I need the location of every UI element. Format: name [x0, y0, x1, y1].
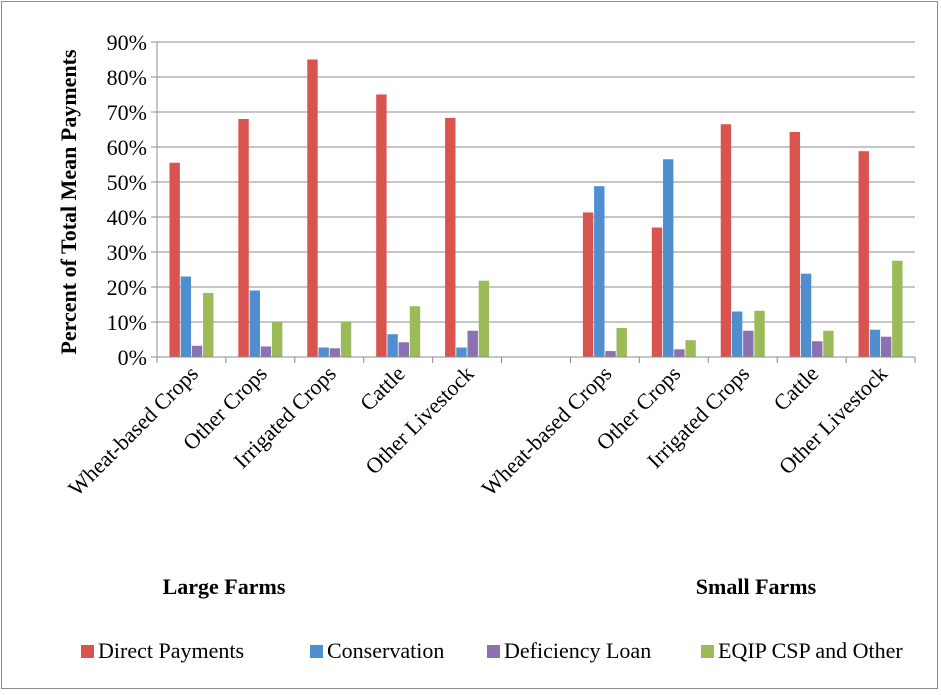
bar-direct-payments [582, 212, 594, 357]
group-labels: Large Farms Small Farms [163, 574, 817, 599]
bar-eqip-csp-and-other [823, 330, 834, 357]
bar-eqip-csp-and-other [478, 280, 490, 357]
y-tick-label: 90% [107, 30, 147, 55]
bar-deficiency-loan [260, 346, 272, 357]
x-category-label: Wheat-based Crops [63, 361, 203, 501]
bar-conservation [800, 273, 812, 357]
bar-eqip-csp-and-other [271, 322, 283, 357]
group-label: Large Farms [163, 574, 286, 599]
bar-deficiency-loan [467, 330, 478, 357]
y-tick-label: 80% [107, 65, 147, 90]
bar-conservation [387, 334, 398, 357]
bar-conservation [318, 347, 329, 357]
bar-eqip-csp-and-other [340, 322, 352, 357]
bar-deficiency-loan [812, 341, 823, 357]
gridlines [157, 41, 915, 323]
bar-deficiency-loan [191, 345, 203, 357]
bar-eqip-csp-and-other [616, 327, 627, 357]
bar-eqip-csp-and-other [203, 292, 214, 357]
bar-conservation [869, 329, 881, 357]
bar-eqip-csp-and-other [409, 306, 421, 357]
y-tick-label: 30% [107, 240, 147, 265]
bar-direct-payments [789, 131, 801, 357]
legend-label: EQIP CSP and Other [718, 638, 903, 663]
legend-swatch [81, 645, 94, 658]
legend-swatch [310, 645, 323, 658]
bar-deficiency-loan [605, 351, 616, 357]
x-category-label: Cattle [355, 361, 410, 416]
y-tick-label: 0% [118, 345, 147, 370]
bar-direct-payments [307, 59, 318, 357]
bar-eqip-csp-and-other [685, 340, 696, 357]
legend-label: Conservation [327, 638, 444, 663]
bar-direct-payments [169, 162, 180, 357]
bar-deficiency-loan [674, 349, 685, 357]
group-label: Small Farms [696, 574, 817, 599]
bar-conservation [731, 311, 743, 357]
bar-conservation [180, 276, 192, 357]
bar-direct-payments [651, 227, 663, 357]
legend-swatch [487, 645, 500, 658]
y-tick-label: 40% [107, 205, 147, 230]
bar-eqip-csp-and-other [892, 260, 903, 357]
legend-label: Direct Payments [98, 638, 244, 663]
x-category-label: Wheat-based Crops [477, 361, 617, 501]
y-tick-label: 70% [107, 100, 147, 125]
y-tick-label: 10% [107, 310, 147, 335]
y-tick-label: 20% [107, 275, 147, 300]
bar-conservation [456, 347, 467, 357]
bar-conservation [663, 159, 674, 357]
bar-direct-payments [858, 151, 869, 357]
bar-deficiency-loan [398, 342, 409, 357]
bar-deficiency-loan [329, 348, 341, 357]
bar-conservation [249, 290, 260, 357]
y-axis-ticks: 0% 10% 20% 30% 40% 50% 60% 70% 80% 90% [107, 30, 157, 370]
legend: Direct Payments Conservation Deficiency Lo… [81, 638, 903, 663]
bar-deficiency-loan [880, 336, 892, 357]
x-category-label: Cattle [768, 361, 823, 416]
legend-label: Deficiency Loan [504, 638, 651, 663]
bar-deficiency-loan [743, 330, 754, 357]
bar-direct-payments [445, 117, 456, 357]
legend-swatch [701, 645, 714, 658]
axes [156, 42, 916, 363]
bar-direct-payments [720, 124, 732, 357]
bar-direct-payments [376, 94, 387, 357]
y-tick-label: 50% [107, 170, 147, 195]
bar-conservation [594, 186, 605, 357]
bar-direct-payments [238, 119, 249, 357]
bar-eqip-csp-and-other [754, 310, 765, 357]
y-axis-label: Percent of Total Mean Payments [56, 49, 81, 355]
bars [169, 59, 903, 357]
y-tick-label: 60% [107, 135, 147, 160]
